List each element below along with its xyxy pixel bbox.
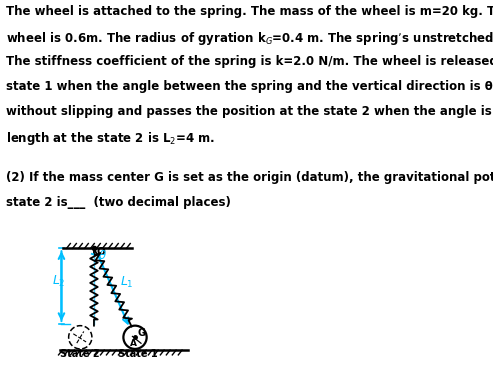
Text: state 1 when the angle between the spring and the vertical direction is θ=30°. T: state 1 when the angle between the sprin… <box>6 80 493 93</box>
Text: $L_1$: $L_1$ <box>120 275 134 290</box>
Text: State 2: State 2 <box>61 349 100 359</box>
Text: The wheel is attached to the spring. The mass of the wheel is m=20 kg. The radiu: The wheel is attached to the spring. The… <box>6 5 493 19</box>
Text: state 2 is___  (two decimal places): state 2 is___ (two decimal places) <box>6 196 231 209</box>
Text: $\theta$: $\theta$ <box>98 249 106 262</box>
Text: A: A <box>130 339 137 348</box>
Text: G: G <box>137 327 145 338</box>
Text: State 1: State 1 <box>118 349 157 359</box>
Text: without slipping and passes the position at the state 2 when the angle is θ=0°. : without slipping and passes the position… <box>6 105 493 118</box>
Text: length at the state 2 is L$_2$=4 m.: length at the state 2 is L$_2$=4 m. <box>6 130 215 147</box>
Text: The stiffness coefficient of the spring is k=2.0 N/m. The wheel is released from: The stiffness coefficient of the spring … <box>6 55 493 68</box>
Text: wheel is 0.6m. The radius of gyration k$_G$=0.4 m. The spring’s unstretched leng: wheel is 0.6m. The radius of gyration k$… <box>6 30 493 47</box>
Text: O: O <box>96 247 105 257</box>
Text: $L_2$: $L_2$ <box>52 274 66 289</box>
Text: (2) If the mass center G is set as the origin (datum), the gravitational potenti: (2) If the mass center G is set as the o… <box>6 171 493 184</box>
